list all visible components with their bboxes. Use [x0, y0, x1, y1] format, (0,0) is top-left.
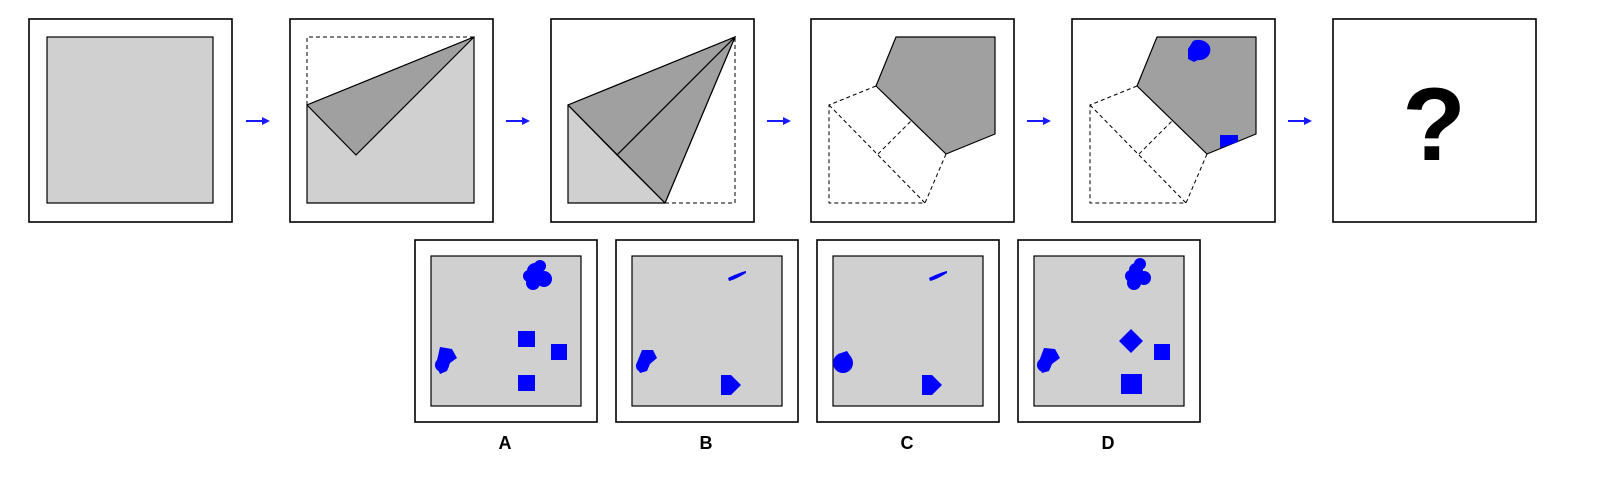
question-mark: ? — [1402, 67, 1466, 183]
option-d-holes — [1037, 258, 1170, 394]
inner-fold-dashed — [1138, 120, 1173, 155]
arrow-4 — [1027, 117, 1051, 125]
option-b-paper — [631, 255, 783, 407]
original-outline-dashed — [1089, 85, 1208, 204]
step-4-panel — [810, 18, 1015, 223]
option-a[interactable]: A — [414, 239, 598, 453]
punch-hole-square — [1220, 135, 1238, 148]
option-b[interactable]: B — [615, 239, 799, 453]
original-outline-dashed — [828, 85, 947, 204]
punch-hole-blob — [1188, 39, 1211, 62]
option-a-label: A — [499, 433, 512, 453]
option-b-label: B — [700, 433, 713, 453]
option-a-holes — [435, 260, 567, 391]
inner-fold-dashed — [1089, 104, 1187, 204]
folded-pentagon — [875, 36, 996, 155]
arrow-5 — [1288, 117, 1312, 125]
option-d[interactable]: D — [1017, 239, 1201, 453]
arrow-1 — [246, 117, 270, 125]
option-c-label: C — [901, 433, 914, 453]
inner-fold-dashed — [828, 104, 926, 204]
step-5-panel — [1071, 18, 1276, 223]
arrow-2 — [506, 117, 530, 125]
option-c-paper — [832, 255, 984, 407]
option-b-holes — [636, 271, 746, 395]
unknown-panel: ? — [1332, 18, 1537, 223]
punched-holes — [1188, 39, 1238, 148]
inner-fold-dashed — [877, 120, 912, 155]
step-2-panel — [289, 18, 494, 223]
folded-flap — [306, 36, 475, 156]
unknown-frame — [1332, 18, 1537, 223]
step-3-panel — [550, 18, 755, 223]
fold-line — [567, 104, 666, 204]
option-d-label: D — [1102, 433, 1115, 453]
original-outline-dashed — [306, 36, 474, 105]
step-1-panel — [28, 18, 233, 223]
original-outline-dashed — [665, 37, 736, 204]
option-a-paper — [430, 255, 582, 407]
arrow-3 — [767, 117, 791, 125]
paper-square — [46, 36, 214, 204]
option-c[interactable]: C — [816, 239, 1000, 453]
option-d-paper — [1033, 255, 1185, 407]
option-c-holes — [833, 271, 947, 395]
